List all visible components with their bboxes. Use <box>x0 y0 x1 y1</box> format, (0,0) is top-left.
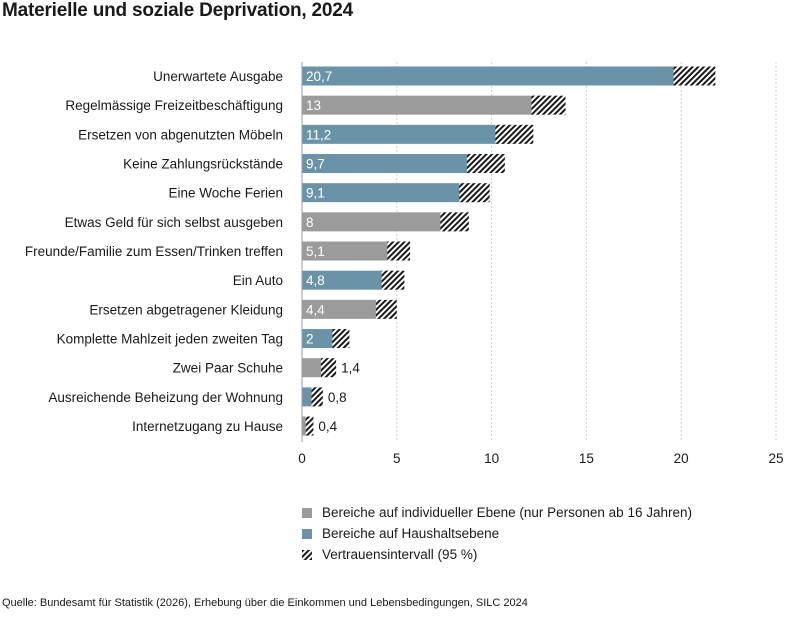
confidence-interval <box>381 270 405 290</box>
data-label: 11,2 <box>306 127 331 142</box>
category-label: Internetzugang zu Hause <box>132 419 283 434</box>
confidence-interval <box>387 241 411 261</box>
legend-item-household: Bereiche auf Haushaltsebene <box>302 523 692 544</box>
data-label: 9,1 <box>306 186 325 201</box>
confidence-interval <box>459 183 490 203</box>
confidence-interval <box>673 66 716 86</box>
category-label: Komplette Mahlzeit jeden zweiten Tag <box>57 332 283 347</box>
data-label: 20,7 <box>306 69 332 84</box>
data-label: 9,7 <box>306 157 325 172</box>
bar <box>302 95 549 115</box>
confidence-interval <box>305 416 314 436</box>
category-label: Keine Zahlungsrückstände <box>123 157 283 172</box>
bar <box>302 270 394 290</box>
bar <box>302 154 486 174</box>
legend: Bereiche auf individueller Ebene (nur Pe… <box>302 502 692 565</box>
category-label: Regelmässige Freizeitbeschäftigung <box>65 98 283 113</box>
data-label: 0,4 <box>318 419 337 434</box>
category-label: Ausreichende Beheizung der Wohnung <box>48 390 283 405</box>
bar <box>302 66 695 86</box>
data-label: 2 <box>306 332 314 347</box>
confidence-interval <box>332 329 350 349</box>
data-label: 1,4 <box>341 361 360 376</box>
category-label: Zwei Paar Schuhe <box>173 361 283 376</box>
x-tick-label: 15 <box>579 451 594 466</box>
bar <box>302 212 454 232</box>
x-tick-label: 5 <box>393 451 401 466</box>
legend-label-ci: Vertrauensintervall (95 %) <box>322 547 478 562</box>
legend-item-individual: Bereiche auf individueller Ebene (nur Pe… <box>302 502 692 523</box>
data-label: 8 <box>306 215 314 230</box>
confidence-interval <box>531 95 566 115</box>
legend-swatch-ci <box>302 549 312 560</box>
category-label: Etwas Geld für sich selbst ausgeben <box>65 215 283 230</box>
x-tick-label: 10 <box>484 451 499 466</box>
confidence-interval <box>495 124 534 144</box>
bar <box>302 183 475 203</box>
category-label: Ein Auto <box>233 273 283 288</box>
confidence-interval <box>375 299 397 319</box>
bar <box>302 329 340 349</box>
data-label: 4,8 <box>306 273 325 288</box>
source-note: Quelle: Bundesamt für Statistik (2026), … <box>2 597 528 609</box>
x-tick-label: 25 <box>768 451 783 466</box>
x-tick-label: 20 <box>674 451 689 466</box>
category-label: Ersetzen von abgenutzten Möbeln <box>78 127 283 142</box>
data-label: 4,4 <box>306 302 325 317</box>
bar <box>302 124 515 144</box>
category-label: Freunde/Familie zum Essen/Trinken treffe… <box>25 244 283 259</box>
legend-label-household: Bereiche auf Haushaltsebene <box>322 526 500 541</box>
confidence-interval <box>466 154 505 174</box>
confidence-interval <box>311 387 323 407</box>
category-label: Unerwartete Ausgabe <box>153 69 283 84</box>
x-tick-label: 0 <box>298 451 306 466</box>
confidence-interval <box>320 358 337 378</box>
data-label: 0,8 <box>328 390 347 405</box>
confidence-interval <box>440 212 469 232</box>
legend-label-individual: Bereiche auf individueller Ebene (nur Pe… <box>322 505 692 520</box>
legend-item-ci: Vertrauensintervall (95 %) <box>302 544 692 565</box>
category-label: Ersetzen abgetragener Kleidung <box>89 302 283 317</box>
data-label: 5,1 <box>306 244 325 259</box>
chart-title: Materielle und soziale Deprivation, 2024 <box>2 0 354 21</box>
category-label: Eine Woche Ferien <box>168 186 283 201</box>
bar <box>302 241 399 261</box>
data-label: 13 <box>306 98 321 113</box>
bar <box>302 299 386 319</box>
legend-swatch-household <box>302 528 312 539</box>
legend-swatch-individual <box>302 507 312 518</box>
